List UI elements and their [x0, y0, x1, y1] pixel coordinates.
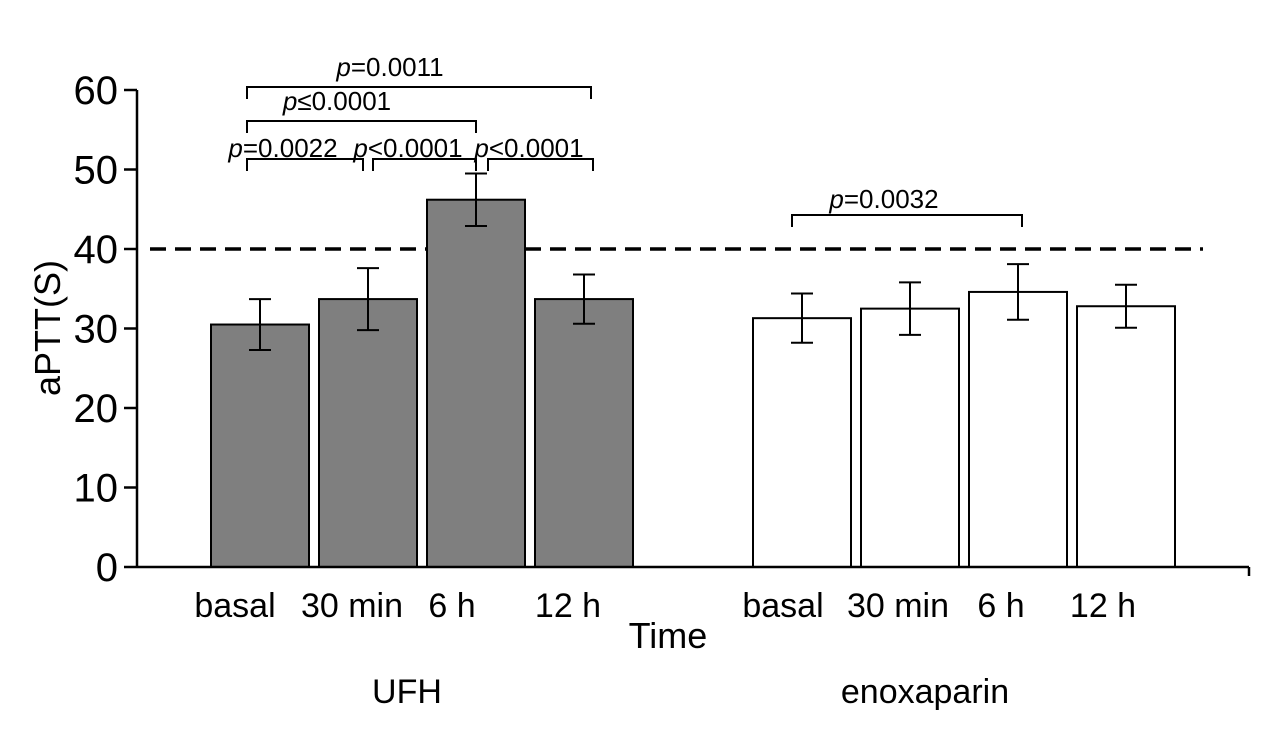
p-value-label: p=0.0011: [335, 52, 443, 82]
category-label: 12 h: [535, 587, 601, 625]
y-tick-label: 60: [74, 69, 119, 113]
category-label: basal: [194, 587, 275, 625]
y-tick-label: 20: [74, 387, 119, 431]
significance-bracket: [791, 214, 1023, 227]
bar: [968, 290, 1068, 568]
bar: [1076, 305, 1176, 568]
y-tick-label: 30: [74, 308, 119, 352]
category-label: 6 h: [977, 587, 1024, 625]
p-value-label: p=0.0022: [227, 133, 337, 163]
p-value-label: p=0.0032: [828, 184, 938, 214]
y-tick-label: 10: [74, 467, 119, 511]
p-value-text: <0.0001: [489, 133, 584, 163]
p-value-label: p≤0.0001: [282, 86, 391, 116]
significance-bracket: [246, 120, 477, 133]
p-value-text: =0.0032: [844, 184, 939, 214]
p-value-symbol: p: [335, 52, 350, 82]
p-value-text: =0.0011: [351, 52, 444, 82]
p-value-symbol: p: [227, 133, 242, 163]
y-axis-title: aPTT(S): [27, 260, 68, 396]
y-tick-label: 40: [74, 228, 119, 272]
category-label: 30 min: [847, 587, 949, 625]
significance-bracket: [372, 158, 477, 171]
p-value-text: ≤0.0001: [297, 86, 391, 116]
category-label: basal: [742, 587, 823, 625]
bar: [860, 307, 960, 568]
p-value-symbol: p: [282, 86, 297, 116]
significance-bracket: [246, 158, 364, 171]
significance-bracket: [487, 158, 594, 171]
p-value-symbol: p: [352, 133, 367, 163]
x-axis-title: Time: [629, 615, 708, 656]
y-tick-label: 50: [74, 149, 119, 193]
p-value-label: p<0.0001: [352, 133, 462, 163]
category-labels-layer: basal 30 min 6 h 12 h UFH basal 30 min 6 h 12 h e…: [194, 587, 1136, 711]
p-value-symbol: p: [473, 133, 488, 163]
y-ticks-layer: 0 10 20 30 40 50 60: [74, 69, 137, 590]
bar: [426, 198, 526, 569]
significance-bracket: [246, 86, 592, 99]
bar: [318, 298, 418, 568]
p-value-text: <0.0001: [368, 133, 463, 163]
p-value-label: p<0.0001: [473, 133, 583, 163]
y-tick-label: 0: [96, 546, 118, 590]
bar: [210, 323, 310, 568]
p-value-text: =0.0022: [243, 133, 338, 163]
group-label: enoxaparin: [841, 673, 1009, 711]
group-label: UFH: [372, 673, 442, 711]
p-value-symbol: p: [828, 184, 843, 214]
category-label: 12 h: [1070, 587, 1136, 625]
bar: [752, 317, 852, 569]
bars-layer: [210, 172, 1176, 569]
bar: [534, 298, 634, 568]
category-label: 6 h: [428, 587, 475, 625]
category-label: 30 min: [301, 587, 403, 625]
